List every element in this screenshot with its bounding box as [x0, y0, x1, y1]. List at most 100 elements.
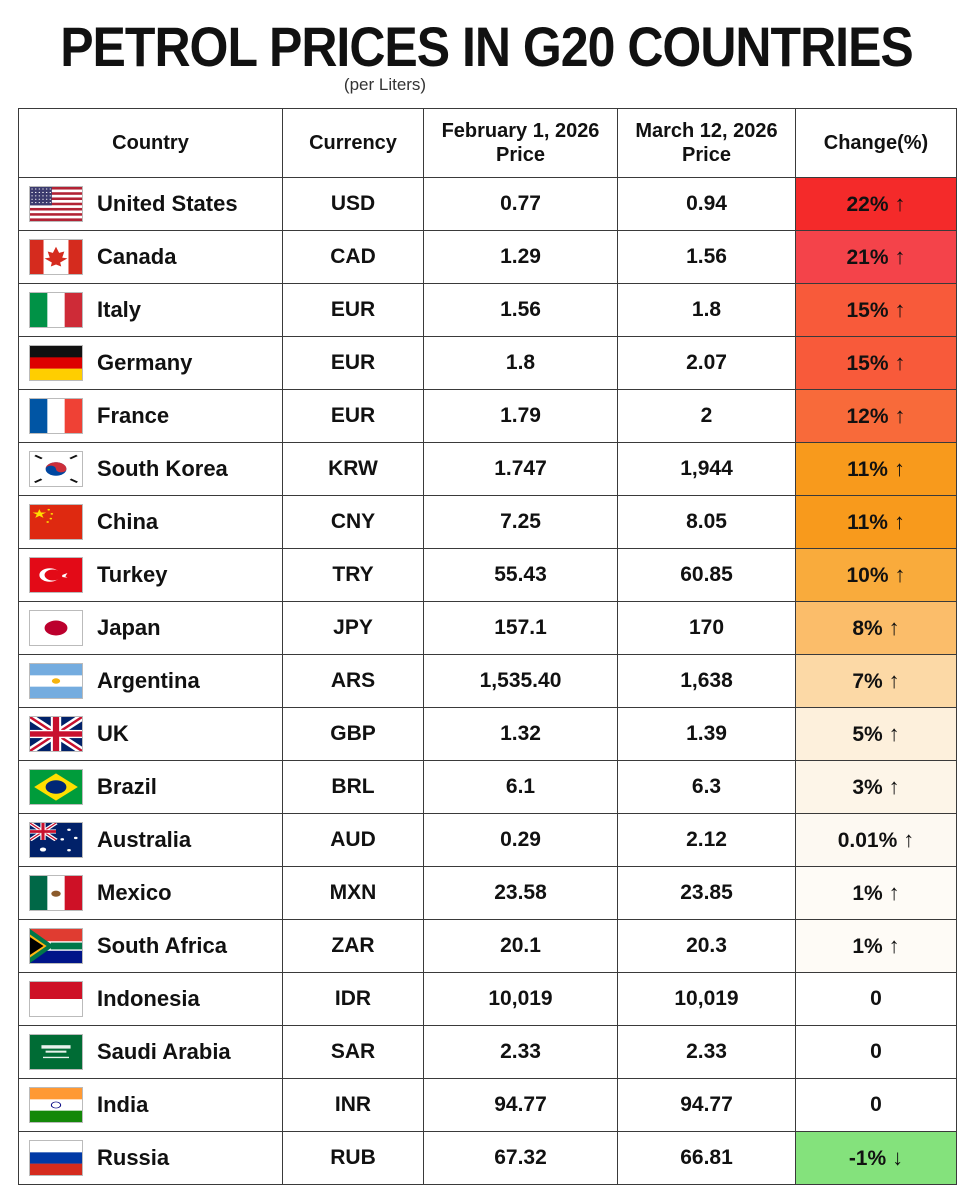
south-korea-flag-icon: [29, 451, 83, 487]
feb-price-cell: 10,019: [423, 972, 618, 1026]
page-title: PETROL PRICES IN G20 COUNTRIES: [60, 15, 914, 79]
country-cell: South Korea: [18, 442, 283, 496]
arrow-down-icon: ↓: [892, 1145, 904, 1170]
arrow-up-icon: ↑: [894, 244, 906, 269]
table-row: Turkey TRY 55.43 60.85 10% ↑: [18, 548, 957, 602]
country-cell: Indonesia: [18, 972, 283, 1026]
country-cell: Saudi Arabia: [18, 1025, 283, 1079]
feb-price-cell: 20.1: [423, 919, 618, 973]
feb-price-cell: 1.32: [423, 707, 618, 761]
currency-cell: KRW: [282, 442, 424, 496]
italy-flag-icon: [29, 292, 83, 328]
mar-price-cell: 0.94: [617, 177, 796, 231]
turkey-flag-icon: [29, 557, 83, 593]
currency-cell: GBP: [282, 707, 424, 761]
mar-price-cell: 10,019: [617, 972, 796, 1026]
country-name: Germany: [97, 350, 193, 375]
australia-flag-icon: [29, 822, 83, 858]
country-name: Turkey: [97, 562, 168, 587]
header-currency: Currency: [282, 108, 424, 178]
country-cell: Canada: [18, 230, 283, 284]
country-name: Canada: [97, 244, 177, 269]
uk-flag-icon: [29, 716, 83, 752]
currency-cell: ARS: [282, 654, 424, 708]
country-cell: Russia: [18, 1131, 283, 1185]
change-value: 1%: [852, 935, 883, 958]
change-value: 3%: [852, 776, 883, 799]
currency-cell: EUR: [282, 389, 424, 443]
table-row: Brazil BRL 6.1 6.3 3% ↑: [18, 760, 957, 814]
arrow-up-icon: ↑: [888, 774, 900, 799]
arrow-up-icon: ↑: [893, 509, 905, 534]
header-mar-date: March 12, 2026: [635, 120, 778, 142]
currency-cell: CNY: [282, 495, 424, 549]
country-name: India: [97, 1092, 149, 1117]
page-subtitle: (per Liters): [343, 75, 427, 94]
currency-cell: AUD: [282, 813, 424, 867]
country-cell: Australia: [18, 813, 283, 867]
arrow-up-icon: ↑: [894, 562, 906, 587]
header-mar-price: March 12, 2026 Price: [617, 108, 796, 178]
change-value: 0.01%: [837, 829, 898, 852]
change-value: 0: [870, 1093, 882, 1116]
change-value: -1%: [848, 1147, 887, 1170]
arrow-up-icon: ↑: [894, 297, 906, 322]
change-cell: 21% ↑: [795, 230, 957, 284]
arrow-up-icon: ↑: [894, 191, 906, 216]
feb-price-cell: 1.8: [423, 336, 618, 390]
table-body: United States USD 0.77 0.94 22% ↑ Canada CAD 1.2…: [18, 177, 957, 1185]
feb-price-cell: 1.29: [423, 230, 618, 284]
change-value: 12%: [846, 405, 889, 428]
table-row: Australia AUD 0.29 2.12 0.01% ↑: [18, 813, 957, 867]
country-name: Japan: [97, 615, 161, 640]
header-row: Country Currency February 1, 2026 Price …: [18, 108, 957, 178]
china-flag-icon: [29, 504, 83, 540]
japan-flag-icon: [29, 610, 83, 646]
mar-price-cell: 1,638: [617, 654, 796, 708]
us-flag-icon: [29, 186, 83, 222]
country-cell: France: [18, 389, 283, 443]
table-row: Mexico MXN 23.58 23.85 1% ↑: [18, 866, 957, 920]
feb-price-cell: 1.79: [423, 389, 618, 443]
change-cell: 22% ↑: [795, 177, 957, 231]
change-cell: 1% ↑: [795, 866, 957, 920]
mar-price-cell: 20.3: [617, 919, 796, 973]
germany-flag-icon: [29, 345, 83, 381]
country-cell: Germany: [18, 336, 283, 390]
change-cell: 12% ↑: [795, 389, 957, 443]
country-cell: United States: [18, 177, 283, 231]
change-value: 15%: [846, 299, 889, 322]
mar-price-cell: 2: [617, 389, 796, 443]
currency-cell: EUR: [282, 336, 424, 390]
country-name: Argentina: [97, 668, 200, 693]
change-value: 5%: [852, 723, 883, 746]
table-row: Indonesia IDR 10,019 10,019 0: [18, 972, 957, 1026]
country-name: France: [97, 403, 170, 428]
feb-price-cell: 55.43: [423, 548, 618, 602]
indonesia-flag-icon: [29, 981, 83, 1017]
change-cell: 15% ↑: [795, 336, 957, 390]
country-name: China: [97, 509, 159, 534]
currency-cell: MXN: [282, 866, 424, 920]
change-value: 7%: [852, 670, 883, 693]
russia-flag-icon: [29, 1140, 83, 1176]
currency-cell: SAR: [282, 1025, 424, 1079]
feb-price-cell: 7.25: [423, 495, 618, 549]
feb-price-cell: 94.77: [423, 1078, 618, 1132]
table-row: United States USD 0.77 0.94 22% ↑: [18, 177, 957, 231]
table-row: South Korea KRW 1.747 1,944 11% ↑: [18, 442, 957, 496]
country-cell: Japan: [18, 601, 283, 655]
mar-price-cell: 2.07: [617, 336, 796, 390]
mar-price-cell: 1.8: [617, 283, 796, 337]
country-name: Italy: [97, 297, 142, 322]
currency-cell: RUB: [282, 1131, 424, 1185]
table-row: Germany EUR 1.8 2.07 15% ↑: [18, 336, 957, 390]
change-cell: -1% ↓: [795, 1131, 957, 1185]
table-row: France EUR 1.79 2 12% ↑: [18, 389, 957, 443]
table-row: Argentina ARS 1,535.40 1,638 7% ↑: [18, 654, 957, 708]
arrow-up-icon: ↑: [894, 403, 906, 428]
currency-cell: EUR: [282, 283, 424, 337]
country-cell: India: [18, 1078, 283, 1132]
currency-cell: IDR: [282, 972, 424, 1026]
change-cell: 5% ↑: [795, 707, 957, 761]
